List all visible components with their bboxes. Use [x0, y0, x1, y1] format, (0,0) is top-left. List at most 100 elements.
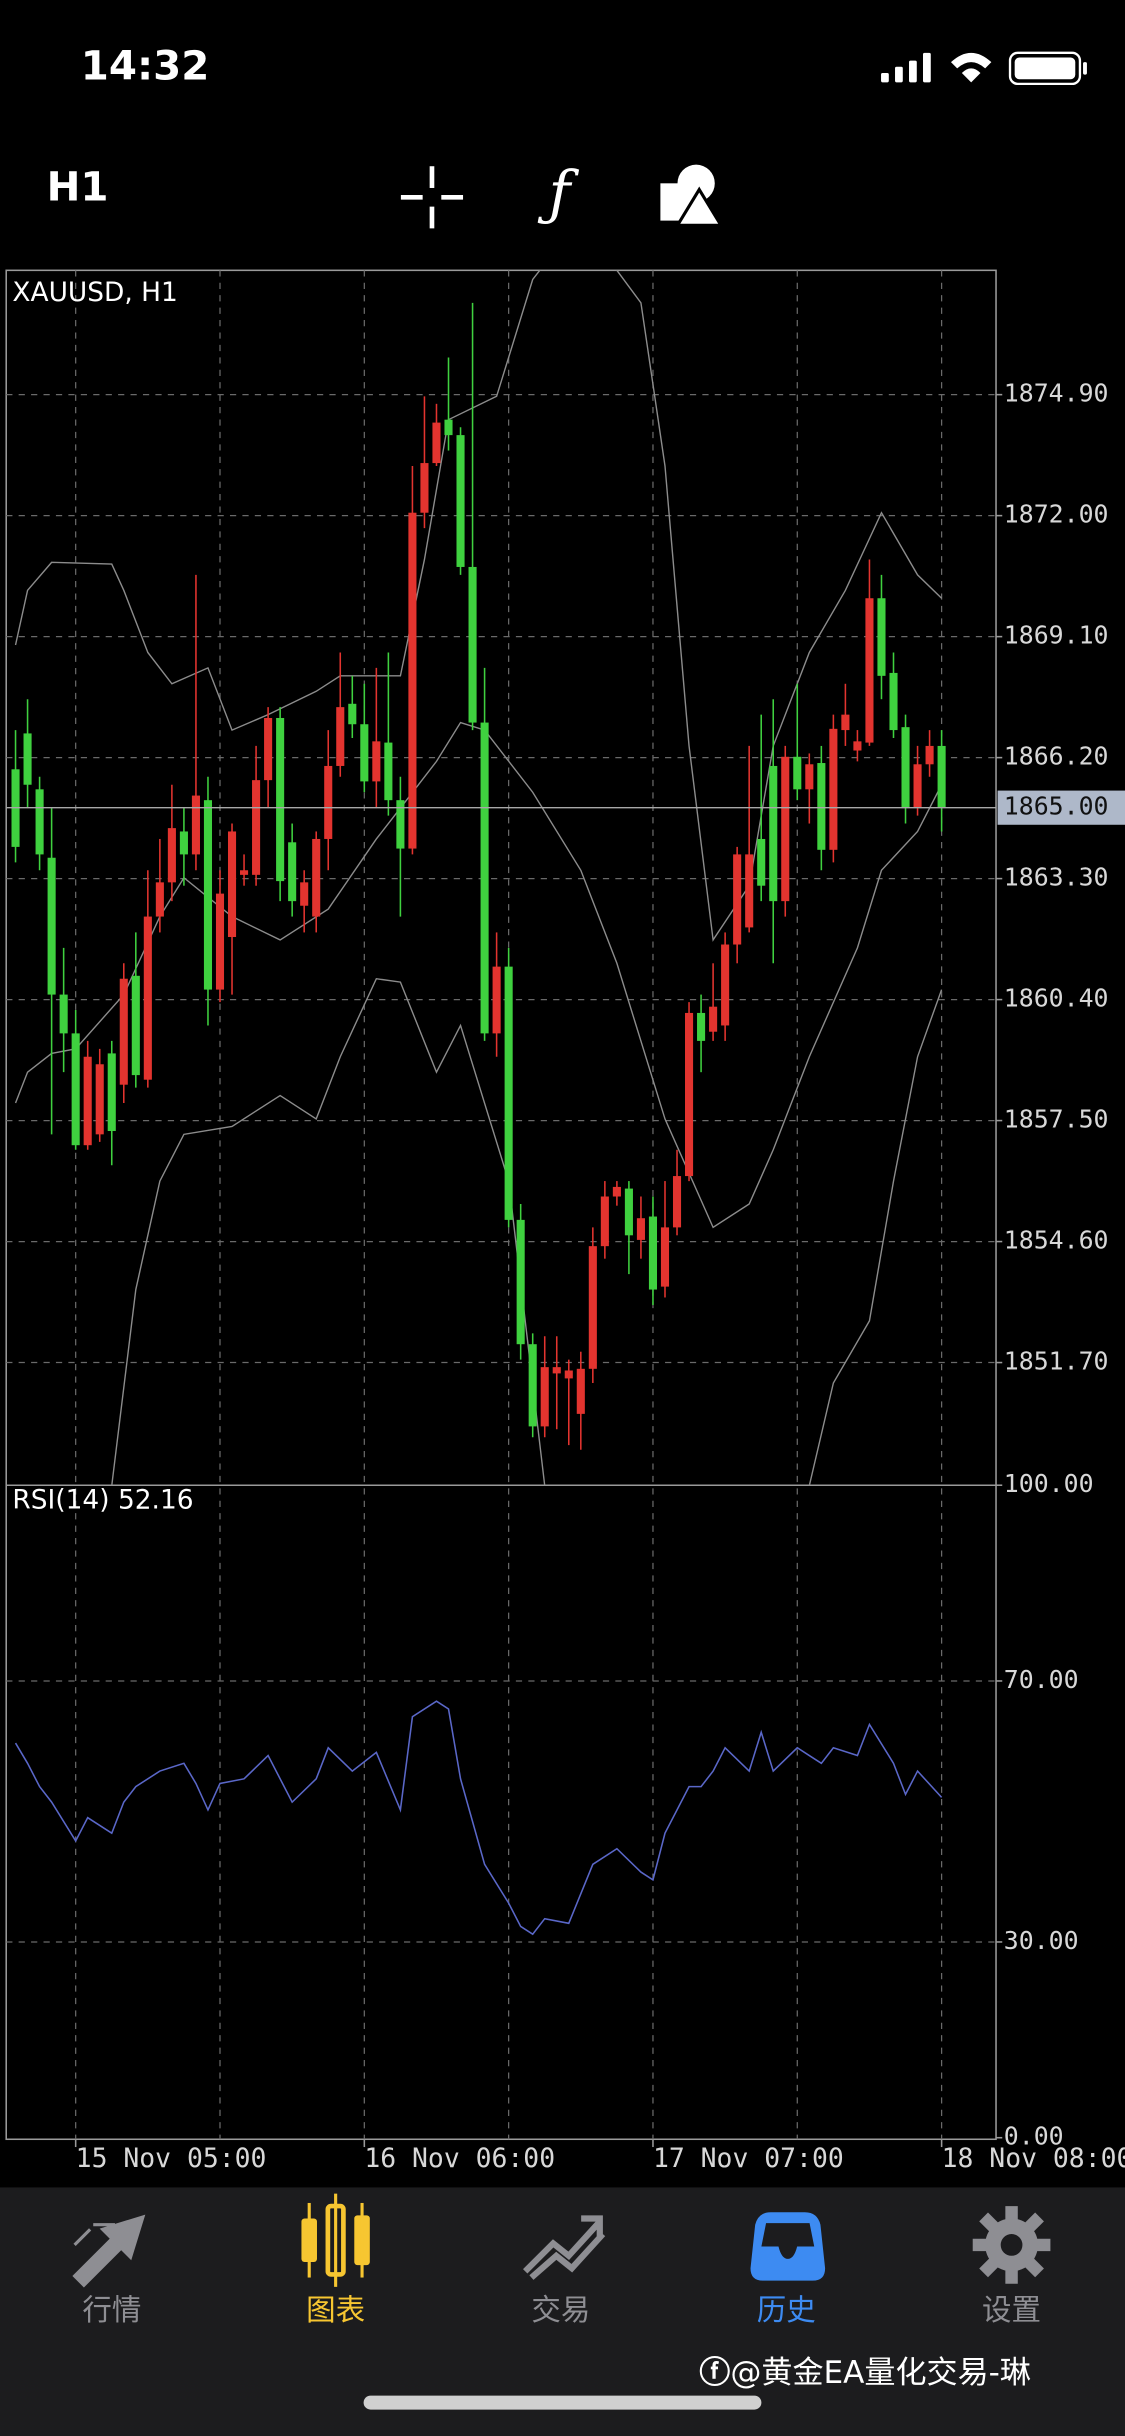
candle-body — [697, 1012, 706, 1041]
candle-body — [312, 838, 321, 917]
candle-body — [805, 764, 814, 790]
objects-button[interactable] — [660, 164, 724, 227]
y-tick-label: 30.00 — [1004, 1926, 1079, 1955]
y-tick-label: 1851.70 — [1004, 1347, 1109, 1376]
candle-body — [83, 1056, 92, 1146]
candle-body — [672, 1176, 682, 1228]
candle-body — [420, 463, 429, 513]
candle-body — [227, 831, 237, 938]
bollinger-band — [111, 977, 943, 1486]
y-tick-label: 1874.90 — [1004, 379, 1109, 408]
y-tick-label: 1860.40 — [1004, 984, 1109, 1013]
tab-chart[interactable] — [301, 2193, 370, 2287]
x-tick-label: 16 Nov 06:00 — [364, 2143, 555, 2174]
candle-body — [119, 978, 128, 1085]
current-price-label: 1865.00 — [1004, 792, 1109, 821]
watermark-text: @黄金EA量化交易-琳 — [730, 2355, 1031, 2391]
rsi-name: RSI(14) — [12, 1484, 109, 1515]
candle-body — [757, 838, 766, 886]
status-time: 14:32 — [81, 42, 210, 89]
candle-body — [384, 742, 393, 801]
chart-frame — [5, 269, 997, 2141]
candle-body — [336, 707, 345, 766]
candle-body — [59, 994, 68, 1034]
candle-body — [516, 1219, 525, 1345]
candle-body — [937, 745, 946, 808]
candle-body — [203, 800, 213, 990]
y-tick-label: 1872.00 — [1004, 500, 1109, 529]
candle-body — [841, 714, 850, 731]
candle-body — [721, 944, 730, 1026]
candle-body — [456, 435, 465, 567]
y-tick-label: 1863.30 — [1004, 863, 1109, 892]
candle-body — [432, 422, 441, 464]
candle-body — [865, 598, 874, 743]
y-tick-label: 100.00 — [1004, 1469, 1094, 1498]
tab-label: 交易 — [531, 2293, 590, 2327]
rsi-value: 52.16 — [118, 1484, 194, 1515]
candle-body — [540, 1367, 549, 1427]
candle-body — [444, 419, 453, 436]
candle-body — [648, 1216, 658, 1290]
candle-body — [35, 789, 44, 855]
candle-body — [769, 765, 778, 902]
tab-history[interactable] — [750, 2212, 826, 2281]
candle-body — [733, 854, 742, 945]
rsi-plot — [14, 1700, 943, 1936]
candle-body — [179, 831, 188, 855]
current-price-tag — [997, 790, 1125, 825]
candle-body — [709, 1006, 718, 1032]
candle-body — [276, 717, 285, 882]
timeframe-button[interactable]: H1 — [47, 164, 109, 211]
candle-body — [155, 882, 164, 917]
candle-body — [528, 1344, 537, 1427]
candle-body — [408, 512, 417, 849]
candle-body — [901, 727, 910, 809]
candle-body — [781, 756, 790, 902]
candle-body — [612, 1186, 621, 1197]
tab-settings[interactable] — [972, 2206, 1051, 2284]
candle-body — [624, 1188, 633, 1236]
candle-body — [685, 1012, 694, 1177]
candle-body — [660, 1227, 670, 1287]
candle-body — [47, 857, 56, 995]
candle-body — [396, 800, 405, 849]
candle-body — [191, 795, 200, 855]
candle-body — [143, 916, 152, 1080]
candle-body — [468, 566, 477, 723]
candle-body — [167, 828, 176, 883]
candle-body — [492, 966, 501, 1034]
candle-body — [215, 893, 225, 990]
axes: 1851.70 1854.60 1857.50 1860.40 1863.30 1866.… — [74, 379, 1125, 2174]
candle-body — [372, 741, 381, 782]
candle-body — [576, 1368, 585, 1414]
candle-body — [71, 1033, 80, 1146]
tab-market[interactable] — [72, 2214, 146, 2288]
tab-label: 历史 — [757, 2293, 816, 2327]
candle-body — [300, 882, 309, 906]
candle-body — [360, 724, 369, 782]
x-tick-label: 17 Nov 07:00 — [653, 2143, 844, 2174]
tab-label: 设置 — [982, 2293, 1041, 2327]
x-tick-label: 15 Nov 05:00 — [76, 2143, 267, 2174]
y-tick-label: 1866.20 — [1004, 742, 1109, 771]
candle-body — [324, 765, 333, 839]
y-tick-label: 1854.60 — [1004, 1226, 1109, 1255]
candle-body — [240, 870, 249, 875]
candle-body — [564, 1370, 573, 1379]
candle-body — [264, 717, 273, 781]
home-indicator — [363, 2395, 762, 2410]
candle-body — [817, 763, 826, 850]
candle-body — [480, 722, 489, 1034]
chart-title: XAUUSD, H1 — [12, 277, 177, 308]
candle-body — [600, 1196, 609, 1247]
candle-body — [889, 672, 898, 731]
candle-body — [131, 975, 140, 1076]
candle-body — [636, 1218, 645, 1240]
crosshair-button[interactable] — [400, 166, 464, 229]
candle-body — [588, 1246, 597, 1369]
tab-trade[interactable] — [523, 2215, 606, 2280]
